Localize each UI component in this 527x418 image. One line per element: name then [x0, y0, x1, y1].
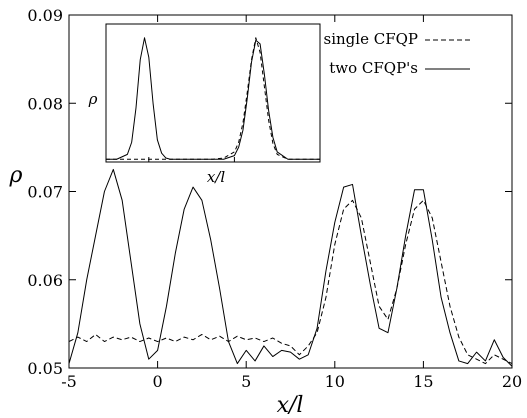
- inset-frame: [105, 23, 321, 163]
- inset-series-line-single-cfqp: [106, 37, 320, 160]
- axis-ticks: [68, 14, 513, 369]
- x-tick-label: 15: [413, 372, 433, 391]
- y-tick-label: 0.08: [27, 94, 63, 113]
- inset-ticks: [148, 157, 235, 162]
- y-axis-label: ρ: [9, 163, 23, 188]
- y-tick-label: 0.06: [27, 271, 63, 290]
- inset-y-label: ρ: [88, 90, 98, 108]
- inset-series-lines: [106, 37, 320, 160]
- series-line-single-cfqp: [68, 199, 513, 365]
- x-tick-label: -5: [61, 372, 77, 391]
- x-tick-label: 10: [325, 372, 345, 391]
- inset-chart: x/l ρ: [88, 23, 321, 186]
- series-line-two-cfqp-s: [68, 168, 513, 367]
- inset-series-line-two-cfqp-s: [106, 37, 320, 160]
- y-tick-label: 0.09: [27, 6, 63, 25]
- x-tick-label: 0: [153, 372, 163, 391]
- legend-label-two-cfqps: two CFQP's: [329, 59, 418, 77]
- axis-tick-labels: -5 0 5 10 15 20 0.05 0.06 0.07 0.08 0.09: [27, 6, 522, 391]
- x-tick-label: 5: [241, 372, 251, 391]
- legend: single CFQP two CFQP's: [324, 30, 470, 77]
- y-tick-label: 0.07: [27, 183, 63, 202]
- y-tick-label: 0.05: [27, 359, 63, 378]
- x-axis-label: x/l: [277, 393, 304, 414]
- x-tick-label: 20: [502, 372, 522, 391]
- legend-label-single-cfqp: single CFQP: [324, 30, 418, 48]
- main-series-lines: [68, 168, 513, 367]
- inset-x-label: x/l: [207, 168, 226, 186]
